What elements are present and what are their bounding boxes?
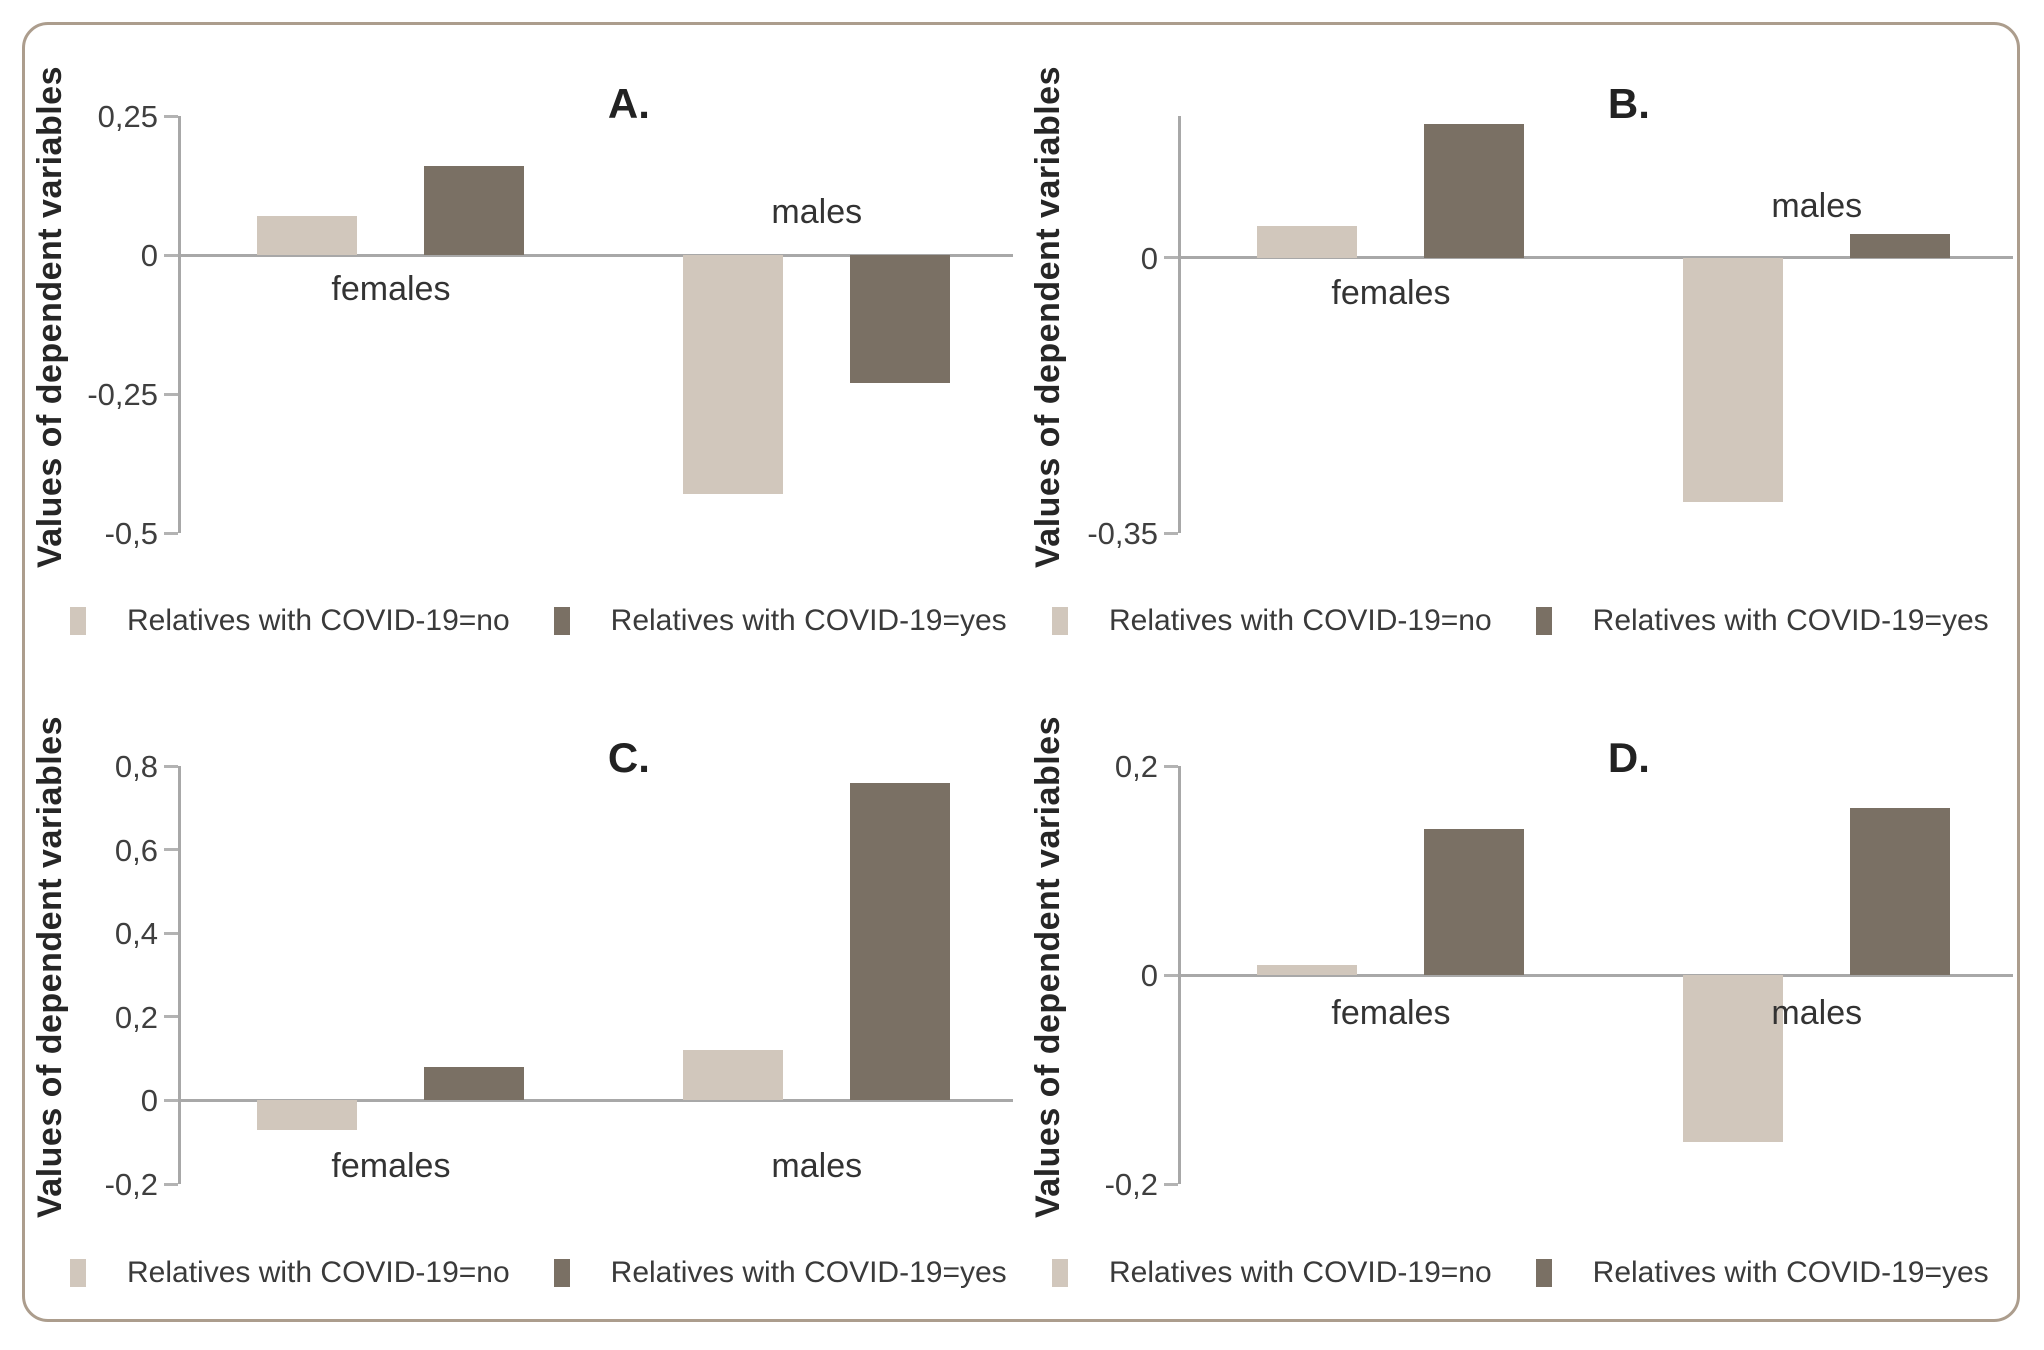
legend-label: Relatives with COVID-19=yes <box>1592 1256 1989 1289</box>
bar-females-yes <box>1424 828 1525 975</box>
category-label-females: females <box>1331 273 1451 312</box>
legend-label: Relatives with COVID-19=yes <box>1592 604 1989 637</box>
y-axis-title: Values of dependent variables <box>31 715 69 1219</box>
legend: Relatives with COVID-19=no Relatives with… <box>1052 1252 1989 1294</box>
legend-entry: Relatives with COVID-19=no <box>1052 606 1492 636</box>
y-axis-tick-label: -0,25 <box>87 377 158 412</box>
bar-females-no <box>1257 226 1358 258</box>
legend-swatch-no <box>1052 607 1068 635</box>
bar-females-yes <box>424 1066 525 1101</box>
bar-females-no <box>1257 964 1358 975</box>
bar-males-yes <box>850 782 951 1101</box>
y-axis-tick-label: -0,2 <box>104 1167 158 1202</box>
y-axis-tick <box>164 931 178 935</box>
y-axis-tick-label: -0,35 <box>1087 516 1158 551</box>
panel-title: D. <box>1607 734 1650 781</box>
y-axis-tick <box>1164 256 1178 260</box>
legend-entry: Relatives with COVID-19=no <box>1052 1258 1492 1288</box>
category-label-males: males <box>771 1147 863 1186</box>
legend-swatch-yes <box>1535 607 1552 635</box>
y-axis-tick-label: 0,8 <box>114 749 158 784</box>
zero-line <box>178 1098 1013 1102</box>
y-axis-tick <box>1164 1182 1178 1186</box>
legend-label: Relatives with COVID-19=no <box>127 1256 510 1289</box>
category-label-females: females <box>1331 994 1451 1032</box>
y-axis-tick-label: 0,6 <box>114 832 158 868</box>
legend-swatch-yes <box>553 1259 570 1287</box>
y-axis-line <box>178 116 181 533</box>
figure-border <box>22 22 2020 1322</box>
bar-males-yes <box>850 255 951 383</box>
legend-label: Relatives with COVID-19=no <box>1109 604 1492 637</box>
y-axis-title: Values of dependent variables <box>1029 65 1067 568</box>
y-axis-title: Values of dependent variables <box>31 65 69 568</box>
y-axis-tick-label: 0 <box>140 1083 158 1119</box>
y-axis-line <box>178 766 181 1184</box>
bar-males-no <box>683 255 784 495</box>
y-axis-tick-label: 0 <box>1140 240 1158 276</box>
y-axis-tick <box>164 1015 178 1019</box>
y-axis-tick <box>1164 531 1178 535</box>
legend-label: Relatives with COVID-19=no <box>1109 1256 1492 1289</box>
y-axis-tick-label: -0,2 <box>1104 1167 1158 1202</box>
bar-females-no <box>257 1100 358 1130</box>
legend-swatch-no <box>70 607 86 635</box>
legend-entry: Relatives with COVID-19=yes <box>1535 604 1989 637</box>
panel-title: A. <box>607 80 650 127</box>
zero-line <box>178 253 1013 257</box>
y-axis-tick <box>164 848 178 852</box>
legend-swatch-no <box>1052 1259 1068 1287</box>
legend-swatch-yes <box>1535 1259 1552 1287</box>
y-axis-tick-label: 0,2 <box>1114 749 1158 784</box>
y-axis-tick-label: -0,5 <box>104 516 158 551</box>
legend-entry: Relatives with COVID-19=yes <box>553 1256 1007 1289</box>
y-axis-tick <box>1164 764 1178 768</box>
legend: Relatives with COVID-19=no Relatives with… <box>70 1252 1007 1294</box>
legend-label: Relatives with COVID-19=yes <box>610 1256 1007 1289</box>
legend: Relatives with COVID-19=no Relatives with… <box>70 600 1007 642</box>
bar-males-yes <box>1850 234 1951 258</box>
y-axis-tick-label: 0,25 <box>97 99 158 134</box>
legend-swatch-no <box>70 1259 86 1287</box>
y-axis-tick <box>164 531 178 535</box>
legend-entry: Relatives with COVID-19=yes <box>553 604 1007 637</box>
y-axis-tick-label: 0,2 <box>114 999 158 1035</box>
bar-females-no <box>257 216 358 255</box>
legend-swatch-yes <box>553 607 570 635</box>
y-axis-tick <box>164 1098 178 1102</box>
y-axis-tick <box>164 392 178 396</box>
bar-females-yes <box>424 166 525 255</box>
category-label-males: males <box>771 193 863 231</box>
bar-males-yes <box>1850 807 1951 975</box>
bar-males-no <box>1683 975 1784 1143</box>
legend-entry: Relatives with COVID-19=yes <box>1535 1256 1989 1289</box>
bar-males-no <box>683 1050 784 1101</box>
y-axis-tick <box>164 1182 178 1186</box>
category-label-males: males <box>1771 186 1863 225</box>
zero-line <box>1178 973 2013 977</box>
zero-line <box>1178 256 2013 260</box>
panel-title: C. <box>607 734 650 781</box>
y-axis-tick <box>164 764 178 768</box>
y-axis-tick-label: 0 <box>140 238 158 273</box>
panel-title: B. <box>1607 80 1650 127</box>
y-axis-tick <box>164 253 178 257</box>
y-axis-tick <box>1164 973 1178 977</box>
y-axis-line <box>1178 116 1181 533</box>
legend: Relatives with COVID-19=no Relatives with… <box>1052 600 1989 642</box>
legend-label: Relatives with COVID-19=yes <box>610 604 1007 637</box>
category-label-females: females <box>331 1147 451 1186</box>
y-axis-tick-label: 0,4 <box>114 916 158 952</box>
legend-entry: Relatives with COVID-19=no <box>70 1258 510 1288</box>
category-label-females: females <box>331 270 451 308</box>
legend-label: Relatives with COVID-19=no <box>127 604 510 637</box>
bar-females-yes <box>1424 123 1525 258</box>
bar-males-no <box>1683 257 1784 502</box>
category-label-males: males <box>1771 994 1863 1032</box>
y-axis-tick <box>164 114 178 118</box>
legend-entry: Relatives with COVID-19=no <box>70 606 510 636</box>
y-axis-tick-label: 0 <box>1140 958 1158 993</box>
